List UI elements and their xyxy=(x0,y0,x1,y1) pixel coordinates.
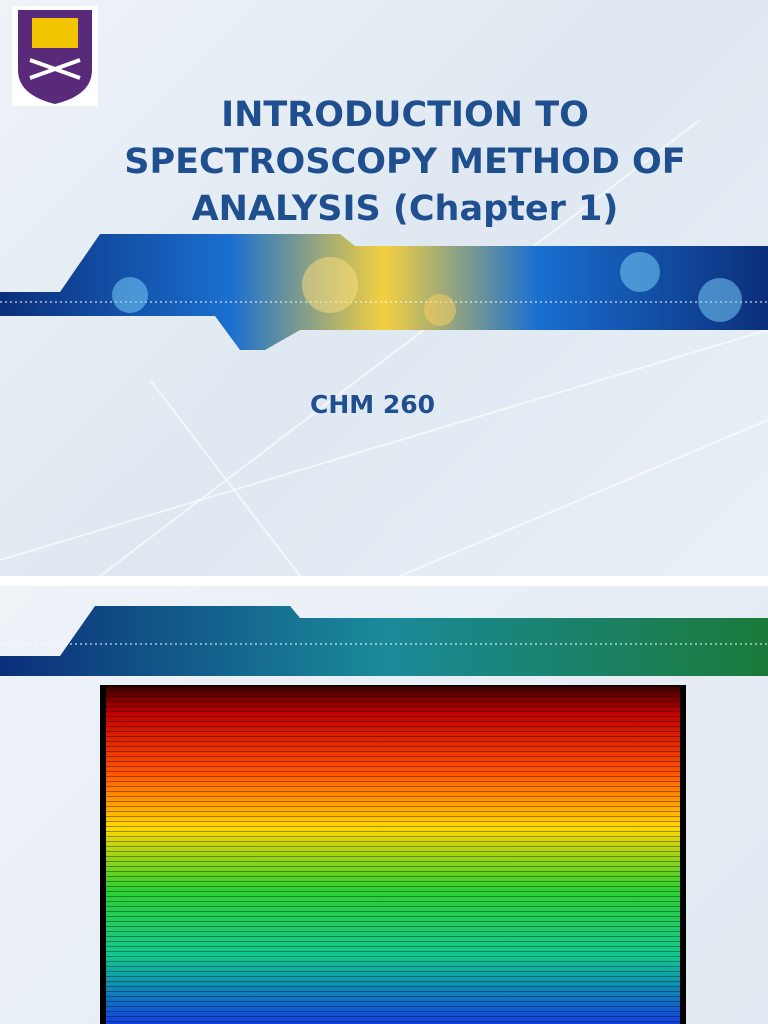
spectrum-lines xyxy=(106,686,680,1024)
banner xyxy=(0,606,768,676)
banner xyxy=(0,234,768,350)
logo-books xyxy=(32,18,78,48)
slide-1: INTRODUCTION TO SPECTROSCOPY METHOD OF A… xyxy=(0,0,768,576)
decor-lines xyxy=(0,119,768,576)
logo-keris xyxy=(29,58,81,80)
slide-2-art xyxy=(0,606,768,1024)
title-line: ANALYSIS (Chapter 1) xyxy=(191,189,619,229)
slide-1-art xyxy=(0,10,768,576)
banner-bubbles xyxy=(112,252,742,326)
slide-2 xyxy=(0,586,768,1024)
title-line: INTRODUCTION TO xyxy=(221,95,589,135)
title-line: SPECTROSCOPY METHOD OF xyxy=(124,142,686,182)
subtitle: CHM 260 xyxy=(310,390,436,419)
